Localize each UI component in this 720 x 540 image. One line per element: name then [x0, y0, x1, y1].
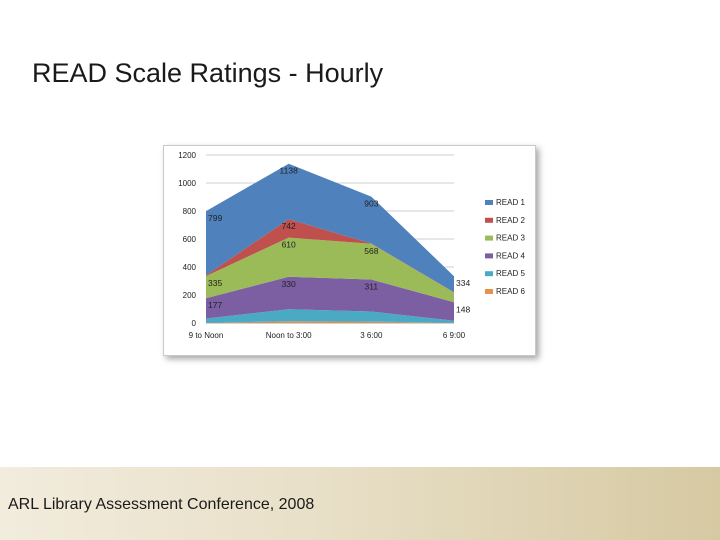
- legend-swatch: [485, 271, 493, 277]
- y-tick-label: 800: [183, 207, 197, 216]
- x-tick-label: 6 9:00: [443, 331, 466, 340]
- legend-label: READ 5: [496, 269, 525, 278]
- y-tick-label: 600: [183, 235, 197, 244]
- data-label: 903: [364, 199, 378, 209]
- legend: READ 1 READ 2 READ 3 READ 4 READ 5 READ 6: [485, 198, 525, 296]
- x-tick-label: 9 to Noon: [189, 331, 224, 340]
- area-read-4: [206, 276, 454, 321]
- axes: 0 200 400 600 800 1000 1200 9 to Noon Noon to 3:…: [178, 151, 465, 340]
- slide-title: READ Scale Ratings - Hourly: [32, 58, 384, 88]
- y-tick-label: 1000: [178, 179, 196, 188]
- x-tick-label: 3 6:00: [360, 331, 383, 340]
- legend-swatch: [485, 200, 493, 205]
- area-read-2: [206, 219, 454, 293]
- data-label: 568: [364, 246, 378, 256]
- data-label: 610: [282, 240, 296, 250]
- chart-frame: 0 200 400 600 800 1000 1200 9 to Noon Noon to 3:…: [163, 145, 536, 356]
- data-label: 311: [365, 281, 379, 291]
- area-chart: 0 200 400 600 800 1000 1200 9 to Noon Noon to 3:…: [178, 151, 525, 340]
- legend-swatch: [485, 289, 493, 294]
- data-label: 1138: [280, 166, 299, 176]
- y-tick-label: 400: [183, 263, 197, 272]
- legend-label: READ 4: [496, 251, 525, 260]
- data-label: 148: [456, 304, 470, 314]
- data-label: 177: [208, 300, 222, 310]
- legend-swatch: [485, 253, 493, 259]
- y-tick-label: 200: [183, 291, 197, 300]
- area-read-5: [206, 309, 454, 323]
- series-areas: [206, 163, 454, 323]
- data-label: 799: [208, 213, 222, 223]
- data-label: 334: [456, 278, 470, 288]
- legend-label: READ 6: [496, 287, 525, 296]
- footer-text: ARL Library Assessment Conference, 2008: [8, 496, 315, 513]
- legend-swatch: [485, 235, 493, 241]
- legend-label: READ 1: [496, 198, 525, 207]
- area-read-6: [206, 321, 454, 323]
- legend-label: READ 3: [496, 234, 525, 243]
- legend-label: READ 2: [496, 216, 525, 225]
- x-tick-label: Noon to 3:00: [266, 331, 312, 340]
- data-labels: 799 1138 903 334 742 335 610 568 177 330 311 148: [208, 166, 470, 315]
- area-read-1: [206, 163, 454, 293]
- footer-band: [0, 467, 720, 540]
- area-read-3: [206, 237, 454, 303]
- data-label: 335: [208, 278, 222, 288]
- data-label: 330: [282, 279, 296, 289]
- y-tick-label: 0: [192, 319, 197, 328]
- legend-swatch: [485, 217, 493, 223]
- y-tick-label: 1200: [178, 151, 196, 160]
- data-label: 742: [282, 221, 296, 231]
